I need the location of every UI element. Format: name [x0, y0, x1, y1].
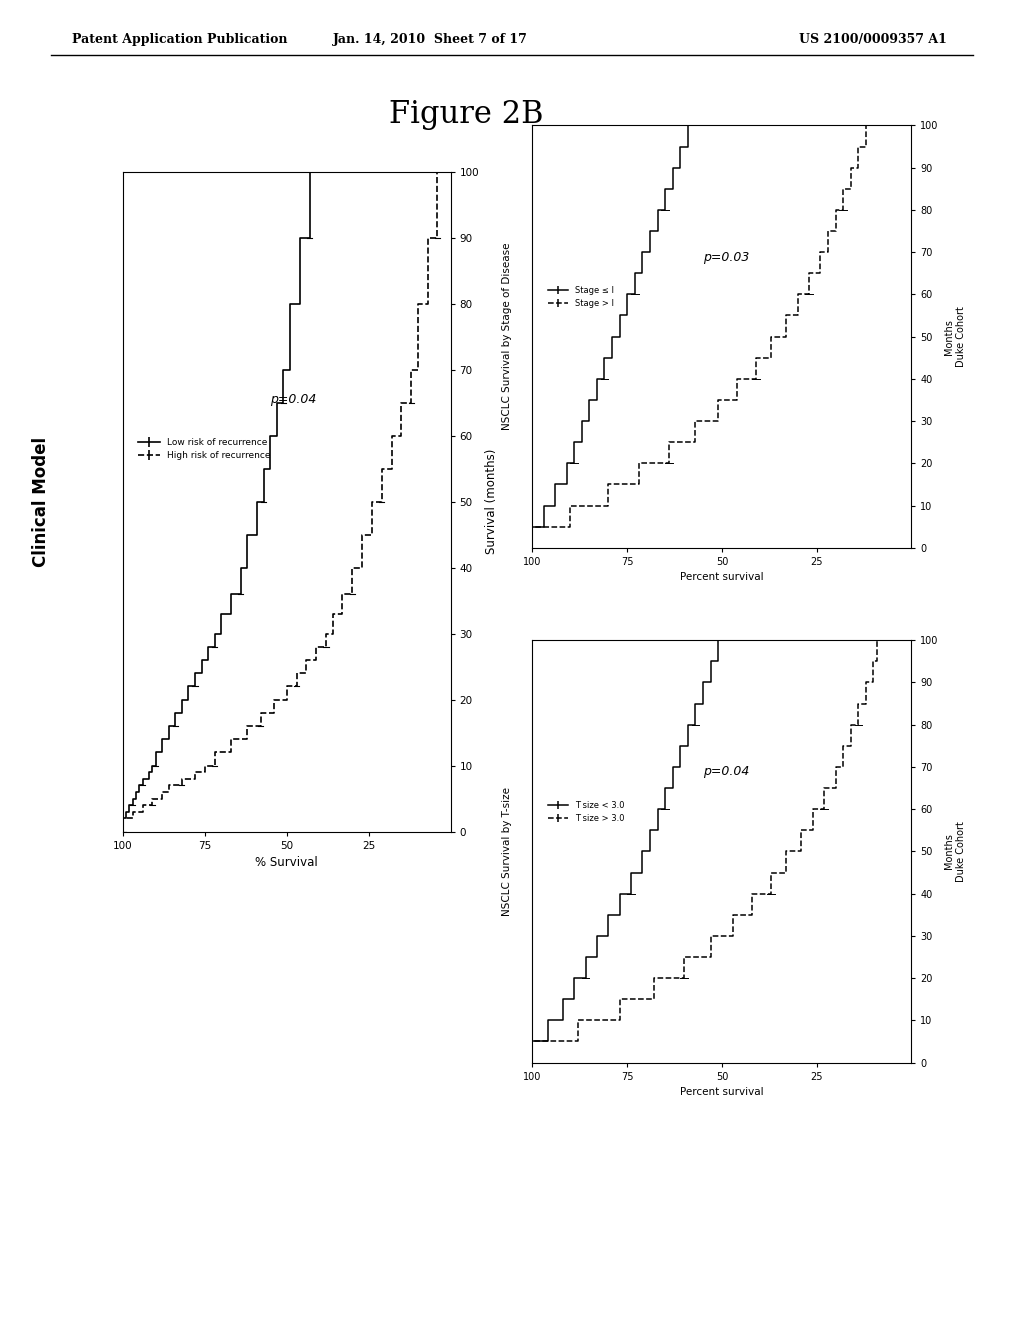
- Legend: Stage ≤ I, Stage > I: Stage ≤ I, Stage > I: [544, 282, 617, 312]
- Text: p=0.03: p=0.03: [702, 251, 750, 264]
- Text: Figure 2B: Figure 2B: [389, 99, 544, 129]
- Text: p=0.04: p=0.04: [270, 392, 316, 405]
- Y-axis label: Months
Duke Cohort: Months Duke Cohort: [944, 306, 966, 367]
- X-axis label: % Survival: % Survival: [255, 857, 318, 869]
- Text: Patent Application Publication: Patent Application Publication: [72, 33, 287, 46]
- Legend: T size < 3.0, T size > 3.0: T size < 3.0, T size > 3.0: [544, 797, 628, 826]
- Text: US 2100/0009357 A1: US 2100/0009357 A1: [799, 33, 946, 46]
- Text: Clinical Model: Clinical Model: [32, 437, 50, 566]
- Text: NSCLC Survival by T-size: NSCLC Survival by T-size: [502, 787, 512, 916]
- Text: p=0.04: p=0.04: [702, 766, 750, 779]
- X-axis label: Percent survival: Percent survival: [680, 573, 764, 582]
- X-axis label: Percent survival: Percent survival: [680, 1088, 764, 1097]
- Legend: Low risk of recurrence, High risk of recurrence: Low risk of recurrence, High risk of rec…: [134, 434, 274, 465]
- Text: NSCLC Survival by Stage of Disease: NSCLC Survival by Stage of Disease: [502, 243, 512, 430]
- Text: Jan. 14, 2010  Sheet 7 of 17: Jan. 14, 2010 Sheet 7 of 17: [333, 33, 527, 46]
- Y-axis label: Months
Duke Cohort: Months Duke Cohort: [944, 821, 966, 882]
- Y-axis label: Survival (months): Survival (months): [484, 449, 498, 554]
